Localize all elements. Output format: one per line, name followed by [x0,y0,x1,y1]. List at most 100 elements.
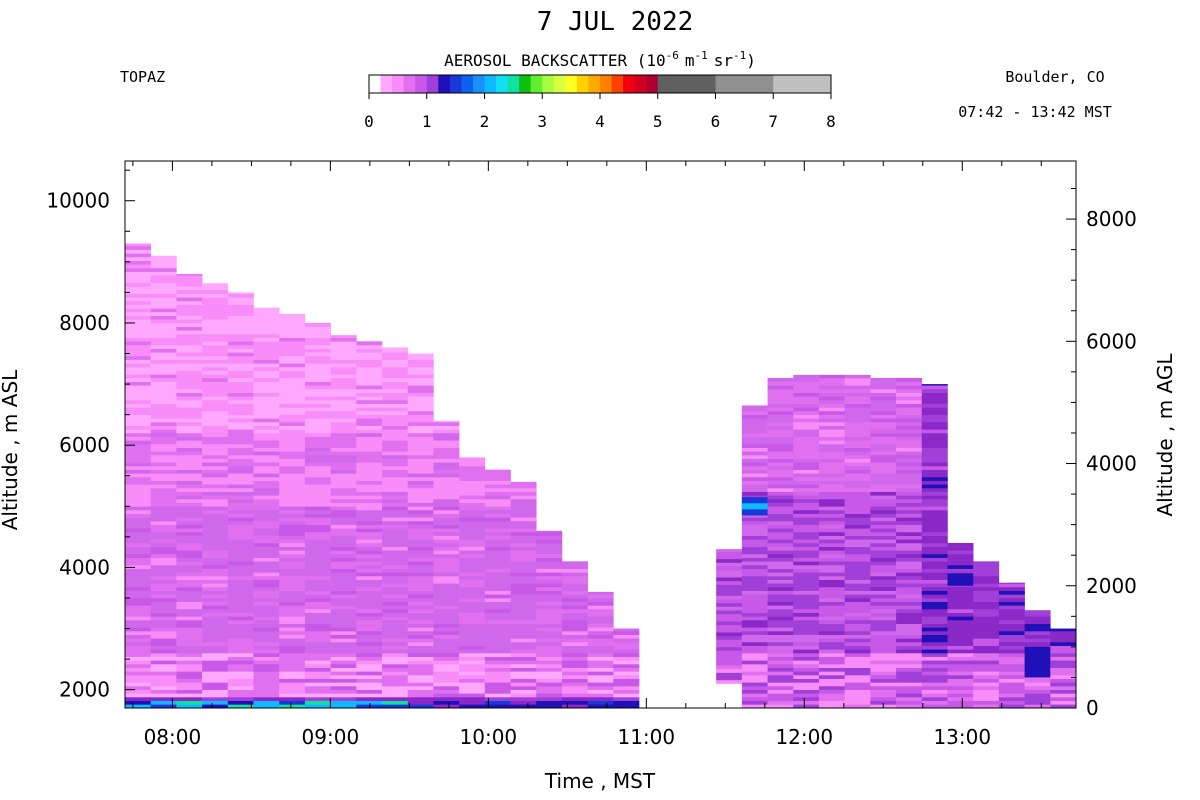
heatmap-cell [382,700,409,705]
heatmap-cell [253,458,280,463]
heatmap-cell [896,509,923,514]
heatmap-cell [279,550,306,555]
heatmap-cell [818,487,845,492]
heatmap-cell [176,605,203,610]
heatmap-cell [150,414,177,419]
heatmap-cell [176,627,203,632]
heatmap-cell [330,641,357,646]
heatmap-cell [818,605,845,610]
heatmap-cell [382,506,409,511]
heatmap-cell [279,495,306,500]
heatmap-cell [202,550,229,555]
heatmap-cell [227,385,254,390]
heatmap-cell [407,388,434,393]
heatmap-cell [561,700,588,705]
heatmap-cell [253,612,280,617]
heatmap-cell [433,623,460,628]
heatmap-cell [1050,693,1077,698]
heatmap-cell [330,638,357,643]
heatmap-cell [202,385,229,390]
heatmap-cell [227,586,254,591]
heatmap-cell [382,572,409,577]
heatmap-cell [330,697,357,701]
heatmap-cell [818,491,845,496]
heatmap-cell [150,425,177,430]
heatmap-cell [125,267,151,272]
heatmap-cell [227,396,254,401]
heatmap-cell [407,363,434,368]
heatmap-cell [227,531,254,536]
heatmap-cell [176,542,203,547]
colorbar-tick-label: 7 [768,112,778,131]
heatmap-cell [793,675,820,679]
heatmap-cell [304,531,331,536]
heatmap-cell [921,627,948,632]
heatmap-cell [304,414,331,419]
heatmap-cell [304,462,331,467]
heatmap-cell [510,481,537,485]
heatmap-cell [227,344,254,349]
heatmap-cell [330,524,357,529]
heatmap-cell [304,627,331,632]
heatmap-cell [921,608,948,613]
heatmap-cell [253,473,280,478]
heatmap-cell [587,616,614,621]
heatmap-cell [818,381,845,386]
heatmap-cell [150,392,177,397]
heatmap-cell [227,300,254,305]
heatmap-cell [870,667,897,672]
heatmap-cell [459,557,486,562]
heatmap-cell [896,605,923,610]
heatmap-cell [510,564,537,569]
heatmap-cell [536,656,563,661]
heatmap-cell [433,542,460,547]
heatmap-cell [459,594,486,599]
heatmap-cell [356,359,383,364]
heatmap-cell [896,524,923,529]
heatmap-cell [356,465,383,470]
heatmap-cell [844,491,871,496]
heatmap-cell [433,561,460,566]
heatmap-cell [484,539,511,544]
heatmap-cell [150,579,177,584]
heatmap-cell [870,524,897,529]
heatmap-cell [176,403,203,408]
heatmap-cell [536,623,563,628]
heatmap-cell [896,418,923,423]
heatmap-cell [741,594,768,599]
heatmap-cell [407,601,434,606]
heatmap-cell [125,506,151,511]
heatmap-cell [279,447,306,452]
heatmap-cell [304,641,331,646]
heatmap-cell [1050,641,1077,646]
heatmap-cell [793,414,820,419]
heatmap-cell [793,465,820,470]
heatmap-cell [176,689,203,694]
x-tick-label: 13:00 [933,725,991,749]
heatmap-cell [227,304,254,309]
heatmap-cell [407,473,434,478]
heatmap-cell [716,632,743,637]
heatmap-cell [921,443,948,448]
heatmap-cell [433,671,460,676]
heatmap-cell [767,392,794,397]
heatmap-cell [844,421,871,426]
heatmap-cell [125,396,151,401]
heatmap-cell [433,528,460,533]
heatmap-cell [896,682,923,687]
heatmap-cell [793,476,820,481]
colorbar-tick-label: 5 [653,112,663,131]
heatmap-cell [253,656,280,661]
heatmap-cell [741,623,768,628]
heatmap-cell [202,557,229,562]
heatmap-cell [202,286,229,291]
heatmap-cell [125,425,151,430]
heatmap-cell [561,630,588,635]
heatmap-cell [613,667,640,672]
heatmap-cell [870,487,897,492]
heatmap-cell [510,612,537,617]
heatmap-cell [947,664,974,668]
heatmap-cell [870,476,897,481]
heatmap-cell [561,667,588,672]
heatmap-cell [382,564,409,569]
